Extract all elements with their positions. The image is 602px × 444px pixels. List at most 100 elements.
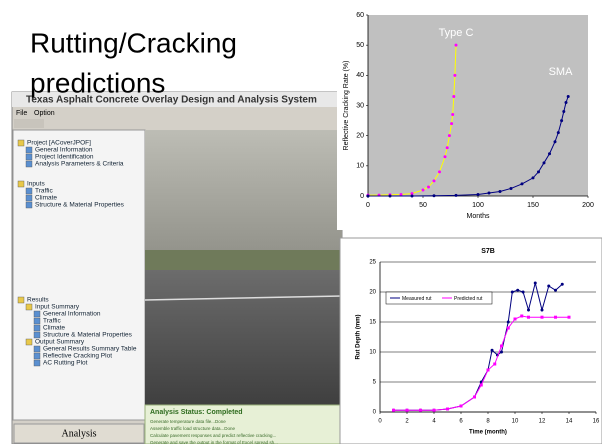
tree-icon <box>25 160 33 168</box>
marker <box>560 282 564 286</box>
tree-group[interactable]: Output Summary <box>35 339 85 346</box>
y-tick-label: 10 <box>369 350 376 356</box>
tree-item[interactable]: Climate <box>43 325 65 332</box>
tree-group[interactable]: Results <box>27 297 49 304</box>
x-tick-label: 6 <box>459 419 463 425</box>
x-tick-label: 50 <box>419 202 427 209</box>
tree-item[interactable]: Structure & Material Properties <box>35 202 125 209</box>
tree-item[interactable]: Project Identification <box>35 154 94 161</box>
marker <box>410 194 414 198</box>
marker <box>560 119 564 123</box>
menu-item[interactable]: File <box>16 110 27 117</box>
menu-item[interactable]: Option <box>34 110 55 117</box>
tree-item[interactable]: General Information <box>35 147 93 154</box>
tree-icon <box>25 338 33 346</box>
tree-item[interactable]: AC Rutting Plot <box>43 360 88 367</box>
marker <box>510 290 514 294</box>
tree-item[interactable]: Analysis Parameters & Criteria <box>35 161 124 168</box>
marker <box>419 408 422 412</box>
marker <box>506 320 510 324</box>
tree-group[interactable]: Inputs <box>27 181 45 188</box>
tree-item[interactable]: Structure & Material Properties <box>43 332 133 339</box>
tree-item[interactable]: Reflective Cracking Plot <box>43 353 112 360</box>
marker <box>554 315 557 319</box>
button-label[interactable]: Analysis <box>62 428 97 439</box>
x-tick-label: 0 <box>378 419 382 425</box>
marker <box>392 408 395 412</box>
marker <box>451 113 455 117</box>
marker <box>473 395 476 399</box>
marker <box>454 193 458 197</box>
status-line: Calculate pavement responses and predict… <box>150 433 276 438</box>
marker <box>443 155 447 159</box>
status-line: Generate temperature data file...Done <box>150 419 226 424</box>
marker <box>476 192 480 196</box>
x-tick-label: 10 <box>512 419 519 425</box>
marker <box>388 194 392 198</box>
status-line: Generate and save the output in the form… <box>150 440 278 444</box>
marker <box>509 186 513 190</box>
marker <box>438 170 441 174</box>
window-title: Texas Asphalt Concrete Overlay Design an… <box>26 95 317 106</box>
marker <box>564 100 568 104</box>
tree-item[interactable]: Traffic <box>43 318 61 325</box>
y-tick-label: 40 <box>356 72 364 79</box>
tree-panel <box>12 129 146 421</box>
marker <box>553 140 557 144</box>
tree-group[interactable]: Input Summary <box>35 304 80 311</box>
photo-road <box>145 270 342 405</box>
tree-icon <box>25 187 33 195</box>
x-tick-label: 0 <box>366 202 370 209</box>
tree-icon <box>25 194 33 202</box>
road-line <box>144 295 343 301</box>
photo-sky <box>145 130 342 270</box>
toolbar <box>14 119 44 128</box>
tree-group[interactable]: Project [ACoverJPOF] <box>27 140 91 147</box>
tree-icon <box>33 359 41 367</box>
y-tick-label: 20 <box>369 290 376 296</box>
marker <box>500 344 503 348</box>
tree-icon <box>17 180 25 188</box>
tree-icon <box>33 352 41 360</box>
marker <box>520 314 524 318</box>
app-title-bar <box>12 92 342 107</box>
y-axis-label: Rut Depth (mm) <box>356 315 362 360</box>
y-tick-label: 20 <box>356 133 364 140</box>
y-axis-label: Reflective Cracking Rate (%) <box>343 61 350 151</box>
marker <box>516 288 520 292</box>
marker <box>547 284 551 288</box>
analysis-button[interactable] <box>13 423 145 444</box>
marker <box>487 191 491 195</box>
slide-title: predictions <box>30 67 165 98</box>
x-tick-label: 4 <box>432 419 436 425</box>
x-tick-label: 150 <box>527 202 539 209</box>
tree-item[interactable]: Climate <box>35 195 57 202</box>
marker <box>521 290 525 294</box>
tree-item[interactable]: General Information <box>43 311 101 318</box>
x-tick-label: 200 <box>582 202 594 209</box>
marker <box>445 146 449 150</box>
tree-icon <box>17 139 25 147</box>
marker <box>432 408 436 412</box>
marker <box>556 131 560 135</box>
marker <box>459 404 463 408</box>
marker <box>453 73 457 77</box>
x-tick-label: 8 <box>486 419 490 425</box>
series-label: SMA <box>549 66 574 78</box>
x-axis-label: Time (month) <box>469 430 507 436</box>
marker <box>567 315 571 319</box>
x-axis-label: Months <box>467 213 490 220</box>
tree-item[interactable]: General Results Summary Table <box>43 346 137 353</box>
marker <box>533 281 537 285</box>
marker <box>562 110 566 114</box>
marker <box>493 362 497 366</box>
tree-item[interactable]: Traffic <box>35 188 53 195</box>
photo-grass <box>145 250 342 270</box>
marker <box>527 315 530 319</box>
marker <box>410 192 414 196</box>
x-tick-label: 100 <box>472 202 484 209</box>
y-tick-label: 30 <box>356 102 364 109</box>
marker <box>548 152 551 156</box>
tree-icon <box>25 303 33 311</box>
tree-icon <box>33 310 41 318</box>
